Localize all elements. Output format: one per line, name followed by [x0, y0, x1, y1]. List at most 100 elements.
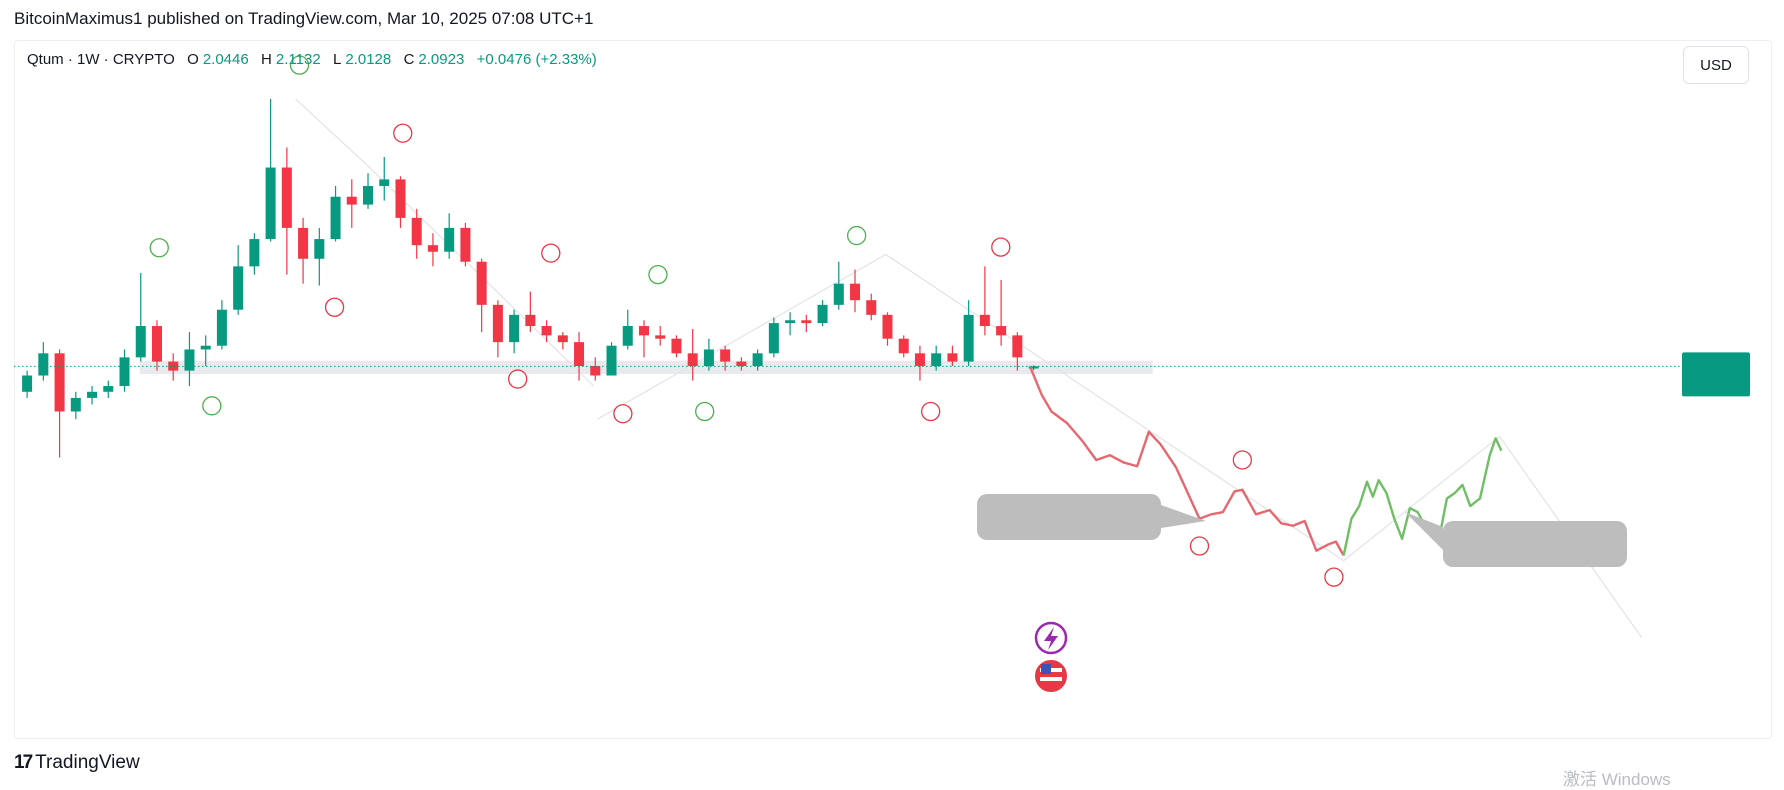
- candle-body: [557, 335, 568, 343]
- close-label: C: [403, 51, 415, 68]
- currency-button[interactable]: USD: [1683, 46, 1749, 84]
- candle-body: [1012, 335, 1023, 358]
- candle: [687, 329, 698, 381]
- candle-body: [314, 239, 325, 259]
- candle-body: [379, 179, 390, 186]
- circle-marker: [202, 396, 222, 416]
- candle: [801, 314, 812, 333]
- candle: [557, 332, 568, 350]
- candle: [655, 326, 666, 346]
- windows-activation-watermark: 激活 Windows: [1563, 770, 1671, 789]
- circle-marker: [541, 243, 561, 263]
- candle: [914, 345, 925, 381]
- close-value: 2.0923: [418, 51, 465, 68]
- candle-body: [590, 365, 601, 376]
- candle: [979, 266, 990, 336]
- candle: [249, 233, 260, 275]
- candle: [70, 391, 81, 420]
- circle-marker: [393, 123, 413, 143]
- candle-body: [492, 304, 503, 343]
- candle-body: [233, 266, 244, 310]
- candle: [833, 261, 844, 310]
- flag-canton: [1041, 664, 1051, 674]
- lightning-event-icon[interactable]: [1034, 621, 1068, 655]
- candle-body: [687, 353, 698, 366]
- circle-marker: [648, 264, 668, 285]
- wave-circle-label: [648, 264, 668, 285]
- candle-body: [525, 314, 536, 327]
- candle-body: [70, 397, 81, 412]
- low-label: L: [333, 51, 342, 68]
- candle: [54, 349, 65, 458]
- candle: [736, 357, 747, 371]
- candle-body: [638, 326, 649, 336]
- candle: [931, 345, 942, 371]
- candle-body: [996, 326, 1007, 336]
- candle-body: [119, 357, 130, 387]
- open-value: 2.0446: [202, 51, 249, 68]
- circle-marker: [1324, 567, 1344, 587]
- symbol-info[interactable]: Qtum · 1W · CRYPTO: [27, 51, 175, 68]
- wave-line: [597, 253, 1643, 638]
- candle-body: [103, 386, 114, 392]
- candle: [996, 279, 1007, 346]
- us-flag-event-icon[interactable]: [1035, 660, 1067, 692]
- candle: [151, 320, 162, 371]
- candle: [363, 173, 374, 209]
- candle-body: [850, 283, 861, 301]
- callout-pointer: [1161, 505, 1206, 528]
- candle: [168, 353, 179, 381]
- candle-body: [541, 326, 552, 336]
- chart-frame: [14, 40, 1772, 739]
- tradingview-logo[interactable]: 17 TradingView: [14, 752, 140, 774]
- candle-body: [703, 349, 714, 366]
- projection-up-path: [1342, 437, 1503, 556]
- candle-body: [720, 349, 731, 362]
- candle-body: [833, 283, 844, 305]
- wave-circle-label: [1232, 450, 1252, 470]
- callout-box: [977, 494, 1161, 540]
- candle: [444, 213, 455, 259]
- wave-circle-label: [921, 401, 941, 422]
- candle-body: [330, 196, 341, 240]
- candle-body: [606, 345, 617, 376]
- candle-body: [866, 300, 877, 315]
- candle: [395, 176, 406, 228]
- circle-marker: [613, 404, 633, 424]
- brand-name: TradingView: [35, 752, 140, 773]
- candle: [898, 335, 909, 358]
- candle: [541, 320, 552, 343]
- high-value: 2.1132: [275, 51, 321, 68]
- candle: [379, 156, 390, 201]
- wave-circle-label: [202, 396, 222, 416]
- candle: [265, 99, 276, 242]
- candle: [1028, 365, 1039, 371]
- candle: [411, 208, 422, 259]
- publish-info: BitcoinMaximus1 published on TradingView…: [14, 9, 594, 28]
- candle-body: [411, 217, 422, 246]
- circle-marker: [1232, 450, 1252, 470]
- candle: [233, 245, 244, 315]
- circle-marker: [846, 225, 867, 246]
- candle-body: [346, 196, 357, 205]
- flag-stripe: [1040, 677, 1062, 681]
- candle-body: [574, 342, 585, 366]
- candle-body: [801, 320, 812, 324]
- candle-body: [931, 353, 942, 366]
- candle-body: [363, 185, 374, 205]
- candle: [314, 227, 325, 286]
- candle-body: [460, 227, 471, 262]
- candle: [622, 309, 633, 350]
- last-price-tag-bg: [1682, 352, 1750, 397]
- wave-circle-label: [541, 243, 561, 263]
- wave-circle-label: [695, 401, 715, 422]
- candle: [135, 272, 146, 362]
- candle-body: [947, 353, 958, 362]
- callout-pointer: [1405, 512, 1443, 550]
- candle-body: [768, 323, 779, 354]
- low-value: 2.0128: [345, 51, 392, 68]
- candle: [87, 386, 98, 405]
- price-target-callout: [1405, 512, 1627, 567]
- candle-body: [671, 338, 682, 354]
